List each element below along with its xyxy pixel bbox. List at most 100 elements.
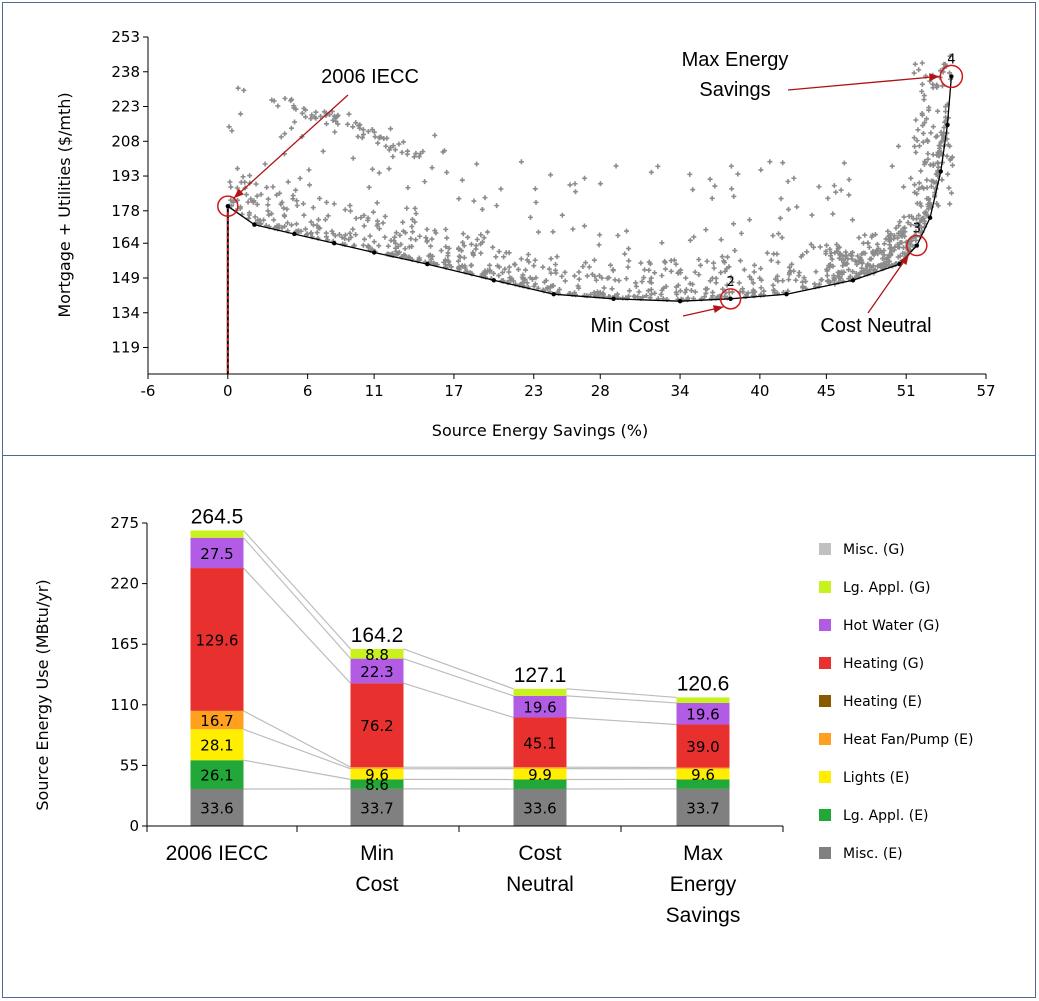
scatter-point — [576, 269, 582, 275]
scatter-point — [740, 289, 746, 295]
scatter-point — [351, 242, 357, 248]
scatter-point — [358, 215, 364, 221]
scatter-point — [289, 222, 295, 228]
scatter-point — [383, 143, 389, 149]
scatter-point — [720, 286, 726, 292]
scatter-point — [234, 165, 240, 171]
scatter-point — [572, 181, 578, 187]
scatter-point — [683, 287, 689, 293]
scatter-point — [365, 215, 371, 221]
scatter-point — [823, 248, 829, 254]
scatter-point — [501, 254, 507, 260]
scatter-point — [729, 279, 735, 285]
scatter-point — [829, 256, 835, 262]
scatter-point — [913, 117, 919, 123]
scatter-point — [321, 109, 327, 115]
scatter-point — [671, 257, 677, 263]
scatter-point — [633, 283, 639, 289]
scatter-point — [471, 198, 477, 204]
annotation-arrowhead — [233, 188, 244, 199]
scatter-point — [596, 273, 602, 279]
scatter-point — [413, 150, 419, 156]
scatter-point — [398, 241, 404, 247]
scatter-point — [835, 245, 841, 251]
scatter-point — [424, 226, 430, 232]
scatter-point — [918, 168, 924, 174]
scatter-point — [712, 183, 718, 189]
scatter-point — [365, 128, 371, 134]
scatter-point — [946, 185, 952, 191]
scatter-x-tick-label: 23 — [524, 382, 543, 400]
scatter-point — [395, 251, 401, 257]
scatter-point — [881, 241, 887, 247]
annotation-2006-iecc: 2006 IECC — [321, 66, 419, 88]
scatter-point — [924, 185, 930, 191]
scatter-point — [855, 253, 861, 259]
scatter-point — [927, 200, 933, 206]
scatter-point — [703, 227, 709, 233]
scatter-point — [731, 193, 737, 199]
scatter-point — [445, 253, 451, 259]
scatter-point — [315, 217, 321, 223]
scatter-point — [912, 61, 918, 67]
scatter-point — [376, 226, 382, 232]
scatter-point — [247, 173, 253, 179]
optimal-point — [371, 250, 377, 255]
scatter-point — [500, 270, 506, 276]
scatter-point — [395, 243, 401, 249]
scatter-point — [234, 185, 240, 191]
scatter-point — [918, 225, 924, 231]
scatter-point — [914, 138, 920, 144]
scatter-point — [707, 176, 713, 182]
scatter-point — [331, 113, 337, 119]
scatter-point — [312, 114, 318, 120]
scatter-point — [386, 166, 392, 172]
scatter-point — [834, 248, 840, 254]
scatter-annotations: 2006 IECC Max Energy Savings Min Cost Cost N… — [217, 49, 964, 337]
scatter-x-tick-label: -6 — [141, 382, 156, 400]
scatter-point — [639, 279, 645, 285]
scatter-point — [935, 203, 941, 209]
scatter-point — [257, 217, 263, 223]
scatter-point — [570, 226, 576, 232]
scatter-point — [613, 163, 619, 169]
scatter-point — [490, 244, 496, 250]
scatter-point — [237, 206, 243, 212]
optimal-point — [332, 241, 337, 246]
scatter-point — [369, 166, 375, 172]
scatter-point — [382, 213, 388, 219]
scatter-point — [646, 259, 652, 265]
scatter-point — [906, 213, 912, 219]
scatter-point — [330, 117, 336, 123]
scatter-point — [816, 281, 822, 287]
scatter-point — [460, 239, 466, 245]
scatter-point — [947, 70, 953, 76]
point-number-label: 4 — [947, 52, 955, 67]
scatter-point — [372, 134, 378, 140]
scatter-point — [356, 123, 362, 129]
scatter-point — [264, 184, 270, 190]
scatter-x-tick-label: 0 — [223, 382, 233, 400]
scatter-point — [548, 256, 554, 262]
scatter-point — [576, 276, 582, 282]
scatter-point — [751, 262, 757, 268]
scatter-point — [908, 175, 914, 181]
scatter-point — [444, 169, 450, 175]
scatter-point — [355, 134, 361, 140]
scatter-point — [895, 244, 901, 250]
scatter-point — [871, 268, 877, 274]
scatter-point — [838, 187, 844, 193]
scatter-point — [922, 221, 928, 227]
scatter-point — [406, 244, 412, 250]
scatter-point — [638, 260, 644, 266]
annotation-arrowhead — [899, 254, 909, 266]
scatter-point — [253, 181, 259, 187]
scatter-point — [248, 196, 254, 202]
scatter-point — [350, 124, 356, 130]
scatter-point — [895, 235, 901, 241]
scatter-point — [422, 179, 428, 185]
scatter-point — [495, 263, 501, 269]
scatter-point — [496, 249, 502, 255]
scatter-point — [888, 245, 894, 251]
